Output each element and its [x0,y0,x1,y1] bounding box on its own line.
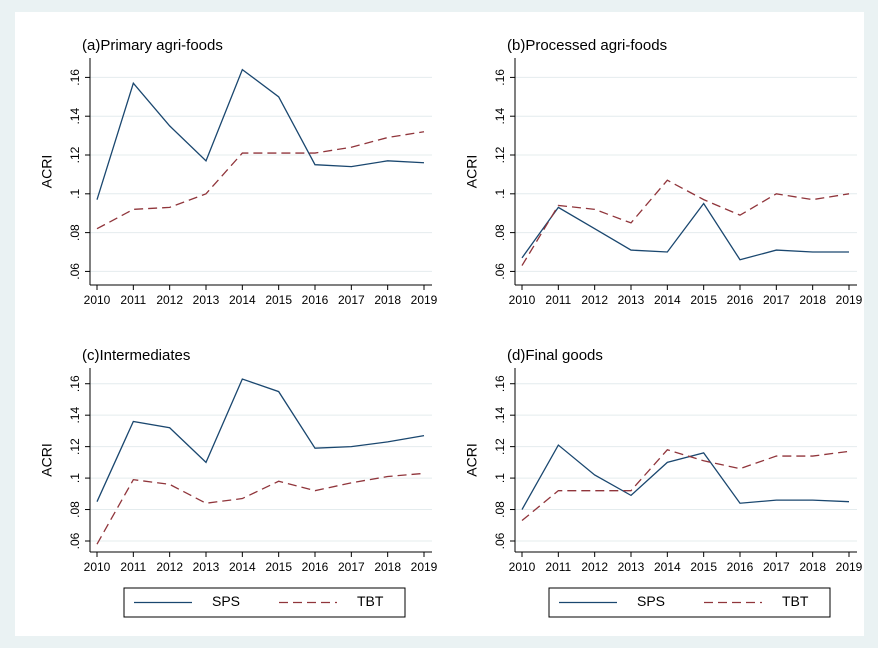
y-tick-label: .14 [68,407,82,424]
x-tick-label: 2017 [763,293,790,307]
y-tick-label: .1 [68,473,82,483]
x-tick-label: 2019 [836,293,863,307]
x-tick-label: 2011 [545,560,571,574]
series-line [96,68,425,200]
x-tick-label: 2012 [581,560,608,574]
x-tick-label: 2019 [411,293,438,307]
y-tick-label: .16 [493,69,507,86]
y-tick-label: .12 [493,438,507,455]
x-tick-label: 2014 [654,293,681,307]
y-axis-label: ACRI [464,155,480,188]
graph-region [15,12,864,636]
panel-title: (a)Primary agri-foods [82,37,223,54]
x-tick-label: 2018 [799,560,826,574]
y-tick-label: .06 [493,532,507,549]
x-tick-label: 2010 [509,560,536,574]
legend-label: SPS [637,593,665,609]
x-tick-label: 2017 [338,560,365,574]
x-tick-label: 2015 [690,293,717,307]
y-tick-label: .12 [68,438,82,455]
y-tick-label: .06 [493,263,507,280]
y-tick-label: .14 [68,108,82,125]
y-tick-label: .1 [68,188,82,198]
series-line [96,472,425,545]
x-tick-label: 2011 [120,293,146,307]
x-tick-label: 2015 [265,293,292,307]
series-line [521,444,850,510]
y-tick-label: .08 [68,501,82,518]
x-tick-label: 2013 [618,560,645,574]
legend-label: SPS [212,593,240,609]
y-tick-label: .08 [493,501,507,518]
y-tick-label: .14 [493,108,507,125]
x-tick-label: 2016 [302,293,329,307]
y-tick-label: .12 [68,146,82,163]
x-tick-label: 2014 [229,293,256,307]
x-tick-label: 2011 [545,293,571,307]
series-line [96,378,425,502]
y-tick-label: .12 [493,146,507,163]
x-tick-label: 2012 [156,560,183,574]
x-tick-label: 2018 [374,560,401,574]
x-tick-label: 2016 [302,560,329,574]
series-line [521,202,849,261]
panel-title: (d)Final goods [507,347,603,364]
y-tick-label: .16 [68,69,82,86]
x-tick-label: 2012 [156,293,183,307]
y-tick-label: .06 [68,532,82,549]
x-tick-label: 2014 [229,560,256,574]
panel-title: (c)Intermediates [82,347,190,364]
x-tick-label: 2015 [265,560,292,574]
x-tick-label: 2010 [509,293,536,307]
x-tick-label: 2010 [84,293,111,307]
x-tick-label: 2019 [836,560,863,574]
y-tick-label: .16 [493,375,507,392]
x-tick-label: 2017 [763,560,790,574]
y-tick-label: .06 [68,263,82,280]
legend-box [123,587,406,618]
y-tick-label: .08 [493,224,507,241]
x-tick-label: 2017 [338,293,365,307]
series-line [521,179,850,266]
x-tick-label: 2012 [581,293,608,307]
x-tick-label: 2013 [618,293,645,307]
legend-label: TBT [782,593,809,609]
y-tick-label: .1 [493,473,507,483]
x-tick-label: 2013 [193,293,220,307]
series-line [96,131,425,230]
x-tick-label: 2016 [727,293,754,307]
y-axis-label: ACRI [464,443,480,476]
x-tick-label: 2018 [799,293,826,307]
legend-label: TBT [357,593,384,609]
panel-title: (b)Processed agri-foods [507,37,667,54]
y-axis-label: ACRI [39,155,55,188]
y-tick-label: .1 [493,188,507,198]
x-tick-label: 2013 [193,560,220,574]
x-tick-label: 2019 [411,560,438,574]
x-tick-label: 2016 [727,560,754,574]
y-tick-label: .16 [68,375,82,392]
y-axis-label: ACRI [39,443,55,476]
x-tick-label: 2014 [654,560,681,574]
x-tick-label: 2018 [374,293,401,307]
y-tick-label: .14 [493,407,507,424]
x-tick-label: 2011 [120,560,146,574]
y-tick-label: .08 [68,224,82,241]
x-tick-label: 2010 [84,560,111,574]
x-tick-label: 2015 [690,560,717,574]
